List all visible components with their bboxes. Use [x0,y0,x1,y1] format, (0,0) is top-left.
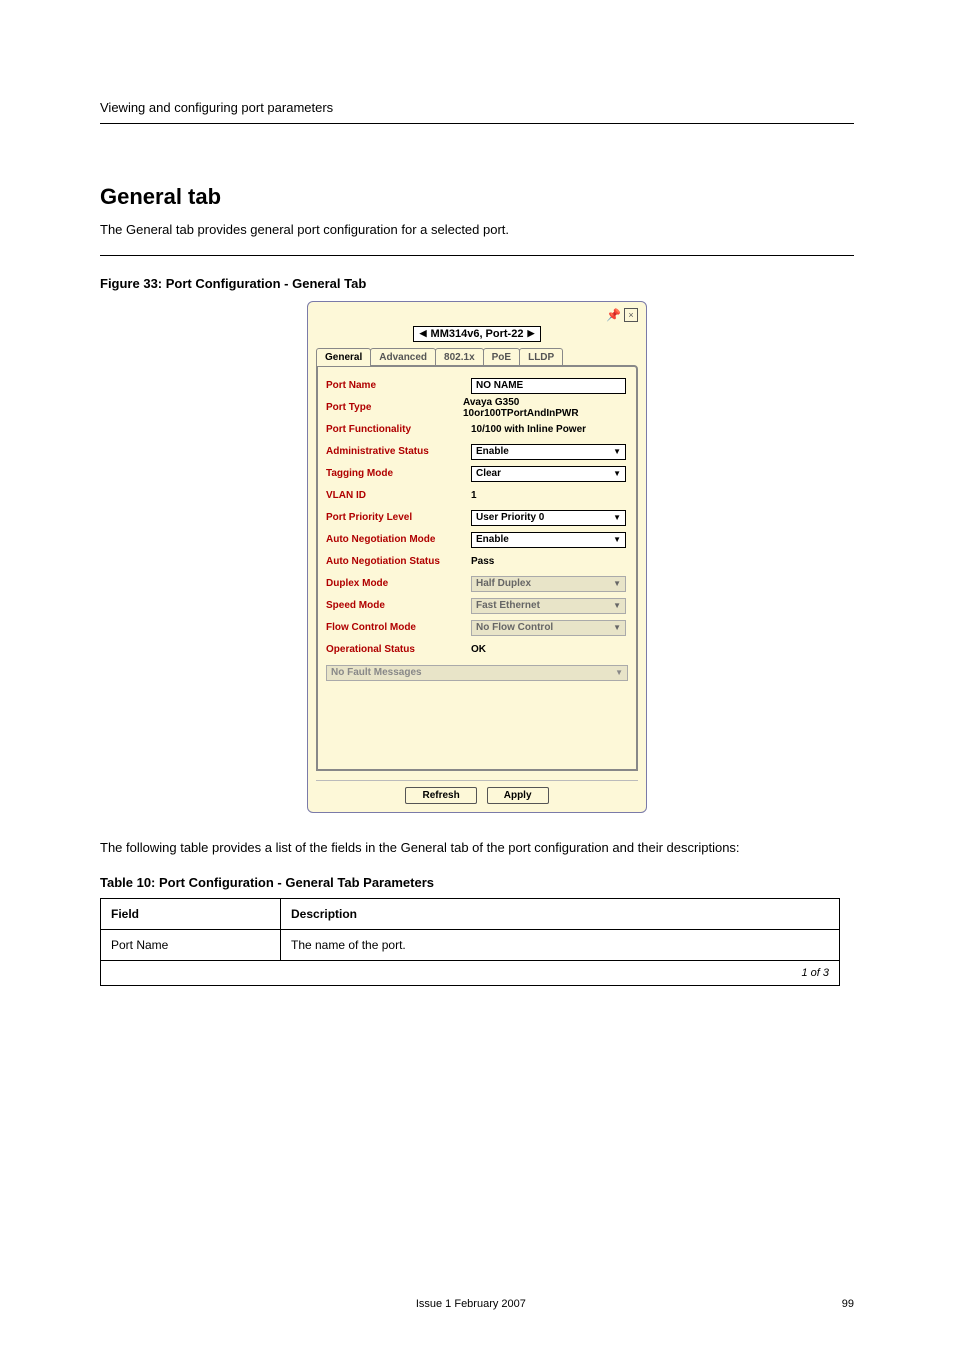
select-duplex-mode-value: Half Duplex [476,578,531,589]
label-auto-neg-mode: Auto Negotiation Mode [326,534,471,545]
prev-icon: ◀ [420,328,427,339]
value-vlan-id: 1 [471,490,477,501]
label-port-functionality: Port Functionality [326,424,471,435]
body-text: The following table provides a list of t… [100,838,854,858]
label-port-name: Port Name [326,380,471,391]
chevron-down-icon: ▼ [613,469,621,478]
table-header-description: Description [281,899,840,930]
chevron-down-icon: ▼ [615,668,623,677]
label-auto-neg-status: Auto Negotiation Status [326,556,471,567]
divider [100,255,854,256]
value-auto-neg-status: Pass [471,556,494,567]
label-speed-mode: Speed Mode [326,600,471,611]
close-icon[interactable]: × [624,308,638,322]
label-port-type: Port Type [326,402,463,413]
select-tagging-mode[interactable]: Clear ▼ [471,466,626,482]
label-admin-status: Administrative Status [326,446,471,457]
select-speed-mode-value: Fast Ethernet [476,600,540,611]
value-port-functionality: 10/100 with Inline Power [471,424,586,435]
footer-issue: Issue 1 February 2007 [416,1298,526,1310]
tab-advanced[interactable]: Advanced [370,348,436,366]
select-flow-control: No Flow Control ▼ [471,620,626,636]
chevron-down-icon: ▼ [613,447,621,456]
label-vlan-id: VLAN ID [326,490,471,501]
pin-icon[interactable]: 📌 [606,308,620,322]
label-operational-status: Operational Status [326,644,471,655]
select-duplex-mode: Half Duplex ▼ [471,576,626,592]
cell-field: Port Name [101,930,281,961]
breadcrumb: Viewing and configuring port parameters [100,100,854,124]
input-port-name[interactable] [471,378,626,394]
panel-title: MM314v6, Port-22 [431,328,524,340]
panel-title-selector[interactable]: ◀ MM314v6, Port-22 ▶ [413,326,542,342]
select-auto-neg-mode-value: Enable [476,534,509,545]
select-auto-neg-mode[interactable]: Enable ▼ [471,532,626,548]
table-footnote: 1 of 3 [100,961,840,986]
tab-lldp[interactable]: LLDP [519,348,563,366]
label-flow-control: Flow Control Mode [326,622,471,633]
table-row: Port Name The name of the port. [101,930,840,961]
form-area: Port Name Port Type Avaya G350 10or100TP… [316,365,638,771]
next-icon: ▶ [527,328,534,339]
table-caption: Table 10: Port Configuration - General T… [100,875,854,890]
apply-button[interactable]: Apply [487,787,549,804]
tab-8021x[interactable]: 802.1x [435,348,484,366]
cell-description: The name of the port. [281,930,840,961]
select-admin-status-value: Enable [476,446,509,457]
page-footer: Issue 1 February 2007 99 [100,1298,854,1310]
fault-messages-label: No Fault Messages [331,667,422,678]
refresh-button[interactable]: Refresh [405,787,476,804]
section-description: The General tab provides general port co… [100,220,854,240]
chevron-down-icon: ▼ [613,513,621,522]
figure-caption: Figure 33: Port Configuration - General … [100,276,854,291]
footer-page: 99 [842,1298,854,1310]
select-admin-status[interactable]: Enable ▼ [471,444,626,460]
chevron-down-icon: ▼ [613,623,621,632]
value-operational-status: OK [471,644,486,655]
label-tagging-mode: Tagging Mode [326,468,471,479]
fault-messages-select: No Fault Messages ▼ [326,665,628,681]
screenshot-panel: 📌 × ◀ MM314v6, Port-22 ▶ General Advance… [307,301,647,813]
select-port-priority-value: User Priority 0 [476,512,544,523]
fields-table: Field Description Port Name The name of … [100,898,840,961]
value-port-type: Avaya G350 10or100TPortAndInPWR [463,397,628,419]
select-port-priority[interactable]: User Priority 0 ▼ [471,510,626,526]
tab-poe[interactable]: PoE [483,348,520,366]
select-tagging-mode-value: Clear [476,468,501,479]
chevron-down-icon: ▼ [613,579,621,588]
label-duplex-mode: Duplex Mode [326,578,471,589]
label-port-priority: Port Priority Level [326,512,471,523]
select-flow-control-value: No Flow Control [476,622,553,633]
section-heading: General tab [100,184,854,210]
tab-general[interactable]: General [316,348,371,366]
tabs-row: General Advanced 802.1x PoE LLDP [308,348,646,366]
table-header-field: Field [101,899,281,930]
chevron-down-icon: ▼ [613,535,621,544]
chevron-down-icon: ▼ [613,601,621,610]
select-speed-mode: Fast Ethernet ▼ [471,598,626,614]
